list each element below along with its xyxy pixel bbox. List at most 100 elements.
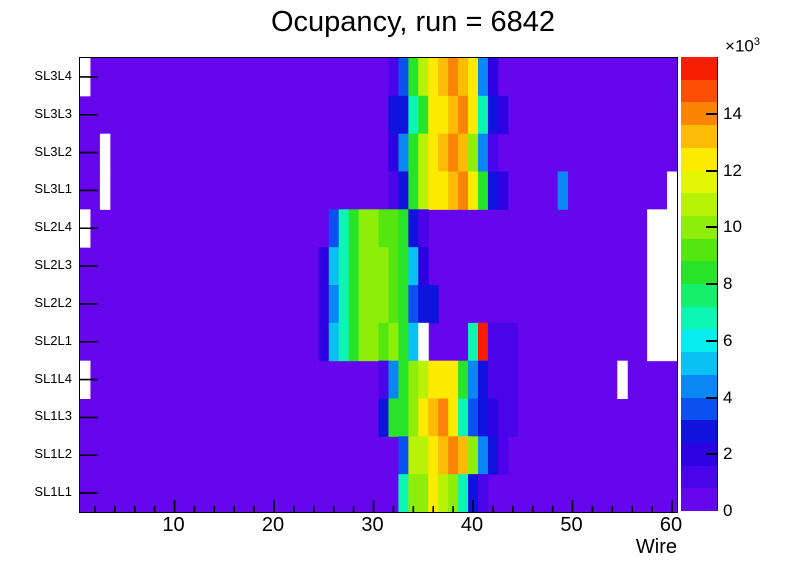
heatmap-cell (348, 247, 360, 286)
heatmap-cell (378, 360, 389, 399)
heatmap-cell (358, 322, 370, 362)
colorbar-band (681, 397, 717, 421)
heatmap-cell (388, 133, 399, 172)
heatmap-cell (408, 436, 419, 475)
heatmap-cell (478, 398, 489, 437)
heatmap-missing-cell (657, 209, 668, 248)
heatmap-cell (418, 209, 429, 248)
heatmap-cell (468, 133, 479, 172)
heatmap-cell (487, 95, 499, 135)
heatmap-cell (458, 436, 469, 475)
heatmap-cell (497, 95, 509, 135)
heatmap-cell (388, 360, 399, 399)
heatmap-cell (487, 398, 499, 437)
heatmap-missing-cell (647, 247, 658, 286)
heatmap-cell (468, 398, 479, 437)
heatmap-missing-cell (667, 247, 677, 286)
heatmap-cell (468, 474, 479, 512)
heatmap-cell (448, 58, 459, 97)
colorbar-tick-label: 0 (723, 501, 733, 520)
heatmap-missing-cell (667, 285, 677, 324)
heatmap-cell (497, 322, 509, 362)
heatmap-missing-cell (647, 322, 658, 362)
heatmap-cell (318, 285, 330, 324)
heatmap-cell (318, 322, 330, 362)
heatmap-cell (497, 360, 509, 399)
heatmap-cell (458, 360, 469, 399)
heatmap-cell (438, 398, 449, 437)
colorbar-tick (706, 396, 717, 399)
heatmap-cell (438, 474, 449, 512)
heatmap-cell (408, 171, 419, 210)
heatmap-cell (487, 360, 499, 399)
colorbar-band (681, 170, 717, 194)
x-axis-tick-label: 20 (261, 514, 285, 536)
colorbar-band (681, 306, 717, 330)
chart-title: Ocupancy, run = 6842 (270, 6, 556, 38)
heatmap-cell (557, 171, 569, 210)
colorbar-band (681, 215, 717, 239)
heatmap-cell (338, 322, 350, 362)
heatmap-cell (468, 95, 479, 135)
colorbar-band (681, 124, 717, 148)
heatmap-cell (428, 95, 439, 135)
power-base: ×10 (725, 36, 754, 56)
heatmap-missing-cell (667, 322, 677, 362)
heatmap-cell (487, 58, 499, 97)
heatmap-cell (388, 322, 399, 362)
heatmap-cell (428, 436, 439, 475)
heatmap-cell (497, 436, 509, 475)
heatmap-missing-cell (657, 322, 668, 362)
heatmap-cell (418, 58, 429, 97)
colorbar-tick-label: 14 (723, 103, 742, 123)
y-axis-label: SL2L2 (34, 294, 72, 310)
heatmap-cell (478, 95, 489, 135)
colorbar-band (681, 260, 717, 284)
colorbar-band (681, 442, 717, 466)
heatmap-cell (478, 58, 489, 97)
heatmap-cell (378, 285, 389, 324)
heatmap-cell (497, 171, 509, 210)
heatmap-cell (328, 247, 340, 286)
heatmap-cell (428, 474, 439, 512)
heatmap-cell (358, 285, 370, 324)
heatmap-cell (478, 171, 489, 210)
heatmap-cell (398, 322, 409, 362)
heatmap-cell (418, 171, 429, 210)
heatmap-missing-cell (667, 171, 677, 210)
heatmap-cell (448, 436, 459, 475)
colorbar-band (681, 79, 717, 103)
colorbar-tick (706, 283, 717, 285)
heatmap-cell (368, 247, 379, 286)
heatmap-cell (388, 58, 399, 97)
heatmap-cells (80, 58, 677, 512)
y-axis-label: SL3L4 (34, 67, 72, 83)
heatmap-cell (478, 360, 489, 399)
colorbar-band (681, 56, 717, 80)
heatmap-cell (438, 360, 449, 399)
heatmap-cell (497, 398, 509, 437)
heatmap-cell (458, 398, 469, 437)
y-axis-label: SL2L1 (34, 332, 72, 348)
colorbar-power-label: ×103 (705, 36, 760, 57)
x-axis-tick-label: 50 (560, 514, 583, 536)
heatmap-missing-cell (617, 360, 628, 399)
heatmap-missing-cell (657, 285, 668, 324)
heatmap-cell (368, 209, 379, 248)
heatmap-cell (378, 322, 389, 362)
heatmap-cell (507, 322, 519, 362)
y-axis-label: SL3L1 (34, 181, 72, 197)
heatmap-cell (378, 247, 389, 286)
heatmap-cell (318, 247, 330, 286)
heatmap-cell (398, 171, 409, 210)
heatmap-cell (398, 436, 409, 475)
heatmap-cell (487, 436, 499, 475)
heatmap-cell (418, 436, 429, 475)
heatmap-cell (448, 133, 459, 172)
colorbar-tick (706, 226, 717, 229)
heatmap-cell (428, 171, 439, 210)
heatmap-cell (378, 398, 389, 437)
heatmap-cell (408, 247, 419, 286)
heatmap-cell (398, 58, 409, 97)
